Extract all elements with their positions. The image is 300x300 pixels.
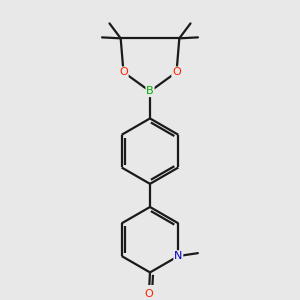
Text: N: N <box>174 251 182 261</box>
Text: O: O <box>145 289 153 299</box>
Text: O: O <box>172 67 181 77</box>
Text: B: B <box>146 86 154 96</box>
Text: O: O <box>119 67 128 77</box>
